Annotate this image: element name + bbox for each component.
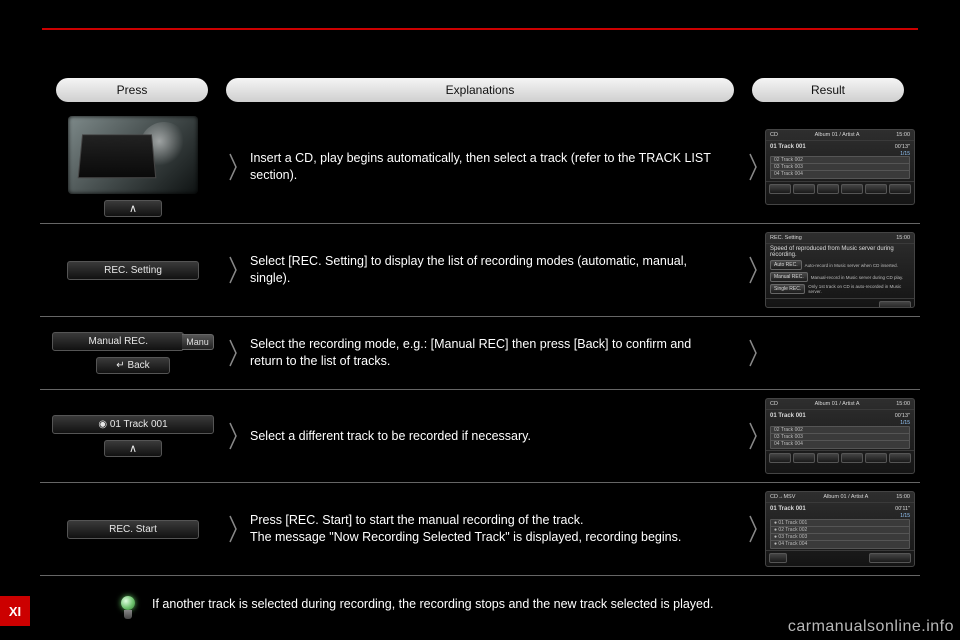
column-headers: Press Explanations Result (56, 78, 904, 102)
header-divider (42, 28, 918, 30)
explanation-text: Select the recording mode, e.g.: [Manual… (240, 330, 746, 376)
result-cell: CDAlbum 01 / Artist A15:00 01 Track 0010… (760, 394, 920, 478)
chevron-icon (226, 224, 240, 316)
tip-text: If another track is selected during reco… (152, 596, 713, 613)
instruction-row: REC. Start Press [REC. Start] to start t… (40, 483, 920, 576)
result-cell: CD→MSVAlbum 01 / Artist A15:00 01 Track … (760, 487, 920, 571)
scroll-up-button[interactable]: ∧ (104, 200, 162, 217)
chevron-icon (226, 483, 240, 575)
explanation-text: Select a different track to be recorded … (240, 422, 746, 451)
col-press: Press (56, 78, 208, 102)
chevron-icon (226, 317, 240, 389)
press-cell: ◉ 01 Track 001 ∧ (40, 409, 226, 463)
manual-rec-button[interactable]: Manual REC. (52, 332, 184, 351)
instruction-rows: ∧ Insert a CD, play begins automatically… (40, 110, 920, 576)
ui-button[interactable]: REC. Start (67, 520, 199, 539)
track-item-button[interactable]: ◉ 01 Track 001 (52, 415, 214, 434)
result-screen-cd: CDAlbum 01 / Artist A15:00 01 Track 0010… (765, 398, 915, 474)
press-cell: REC. Setting (40, 255, 226, 286)
chapter-tab: XI (0, 596, 30, 626)
result-cell (760, 349, 920, 357)
press-cell: REC. Start (40, 514, 226, 545)
press-cell: ∧ (40, 110, 226, 223)
ui-button[interactable]: REC. Setting (67, 261, 199, 280)
chevron-icon (226, 110, 240, 223)
instruction-row: REC. Setting Select [REC. Setting] to di… (40, 224, 920, 317)
cd-insert-photo (68, 116, 198, 194)
chevron-icon (746, 224, 760, 316)
scroll-up-button[interactable]: ∧ (104, 440, 162, 457)
result-cell: REC. Setting15:00 Speed of reproduced fr… (760, 228, 920, 312)
result-screen-recording: CD→MSVAlbum 01 / Artist A15:00 01 Track … (765, 491, 915, 567)
back-button[interactable]: ↵ Back (96, 357, 170, 374)
instruction-row: ◉ 01 Track 001 ∧ Select a different trac… (40, 390, 920, 483)
result-cell: CDAlbum 01 / Artist A15:00 01 Track 0010… (760, 125, 920, 209)
explanation-text: Select [REC. Setting] to display the lis… (240, 247, 746, 293)
instruction-row: Manual REC. Manu ↵ Back Select the recor… (40, 317, 920, 390)
result-screen-recsetting: REC. Setting15:00 Speed of reproduced fr… (765, 232, 915, 308)
explanation-text: Insert a CD, play begins automatically, … (240, 144, 746, 190)
manual-tag: Manu (182, 334, 214, 350)
col-result: Result (752, 78, 904, 102)
result-screen-cd: CDAlbum 01 / Artist A15:00 01 Track 0010… (765, 129, 915, 205)
tip-note: If another track is selected during reco… (118, 596, 880, 622)
chevron-icon (746, 317, 760, 389)
lightbulb-icon (118, 596, 138, 622)
chevron-icon (746, 110, 760, 223)
chevron-icon (746, 483, 760, 575)
press-cell: Manual REC. Manu ↵ Back (40, 326, 226, 380)
instruction-row: ∧ Insert a CD, play begins automatically… (40, 110, 920, 224)
chevron-icon (226, 390, 240, 482)
col-explanations: Explanations (226, 78, 734, 102)
explanation-text: Press [REC. Start] to start the manual r… (240, 506, 746, 552)
watermark: carmanualsonline.info (788, 618, 954, 636)
chevron-icon (746, 390, 760, 482)
